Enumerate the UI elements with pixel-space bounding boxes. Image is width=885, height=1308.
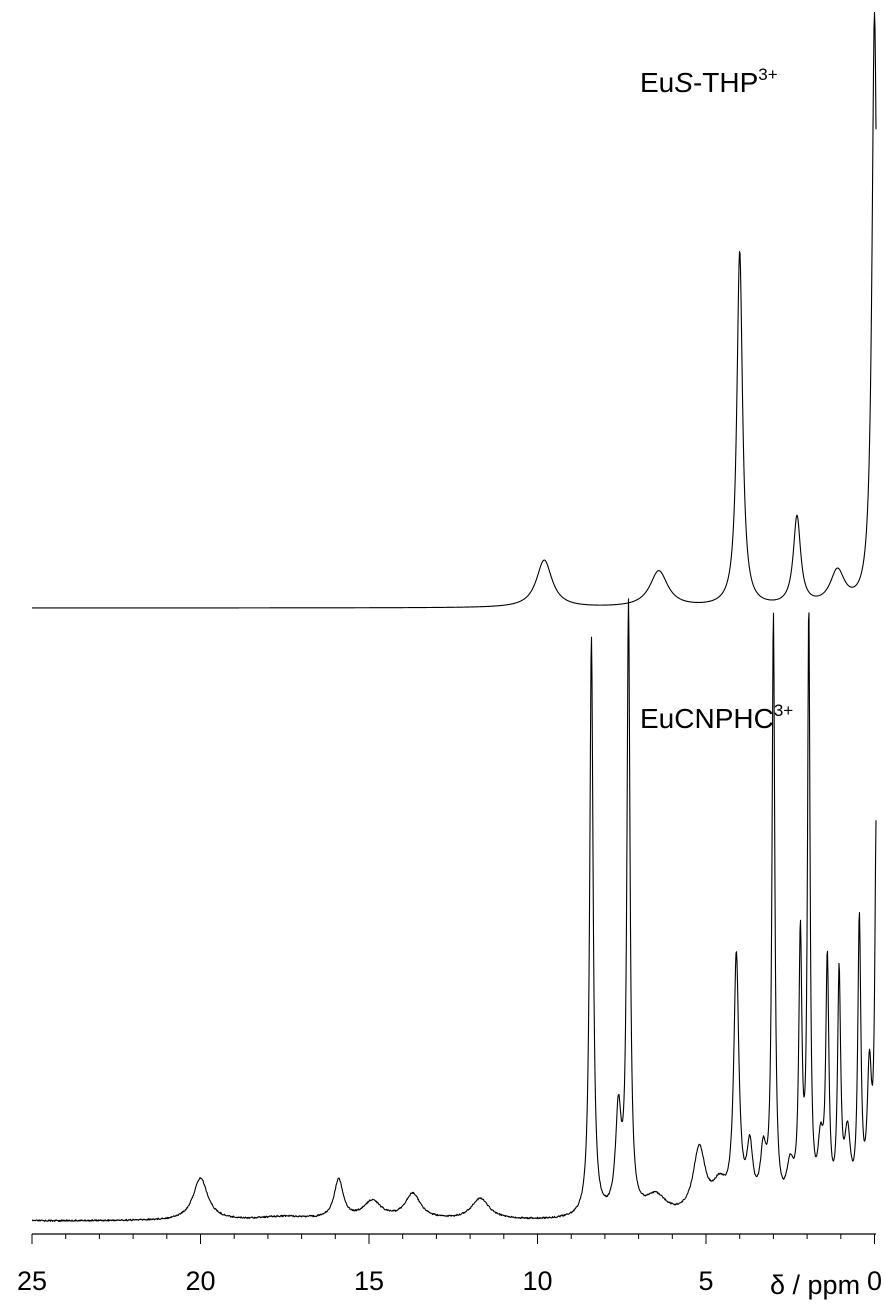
legend-label-top-spectrum: EuS-THP3+ [640,65,778,98]
label-bottom-prefix: EuCNPHC [640,703,774,734]
x-tick-label: 20 [185,1266,215,1296]
label-bottom-superscript: 3+ [774,701,793,720]
label-top-italic: S [674,67,693,98]
x-axis-title: δ / ppm [770,1270,860,1300]
x-tick-label: 0 [867,1266,882,1296]
x-tick-label: 5 [698,1266,713,1296]
spectrum-line-top [31,11,877,609]
label-top-rest: -THP [693,67,758,98]
label-top-prefix: Eu [640,67,674,98]
label-top-superscript: 3+ [758,65,777,84]
spectrum-line-bottom [31,598,877,1222]
x-tick-label: 10 [522,1266,552,1296]
x-tick-label: 25 [17,1266,47,1296]
spectra-group [31,11,877,1222]
legend-label-bottom-spectrum: EuCNPHC3+ [640,701,793,734]
x-tick-label: 15 [354,1266,384,1296]
